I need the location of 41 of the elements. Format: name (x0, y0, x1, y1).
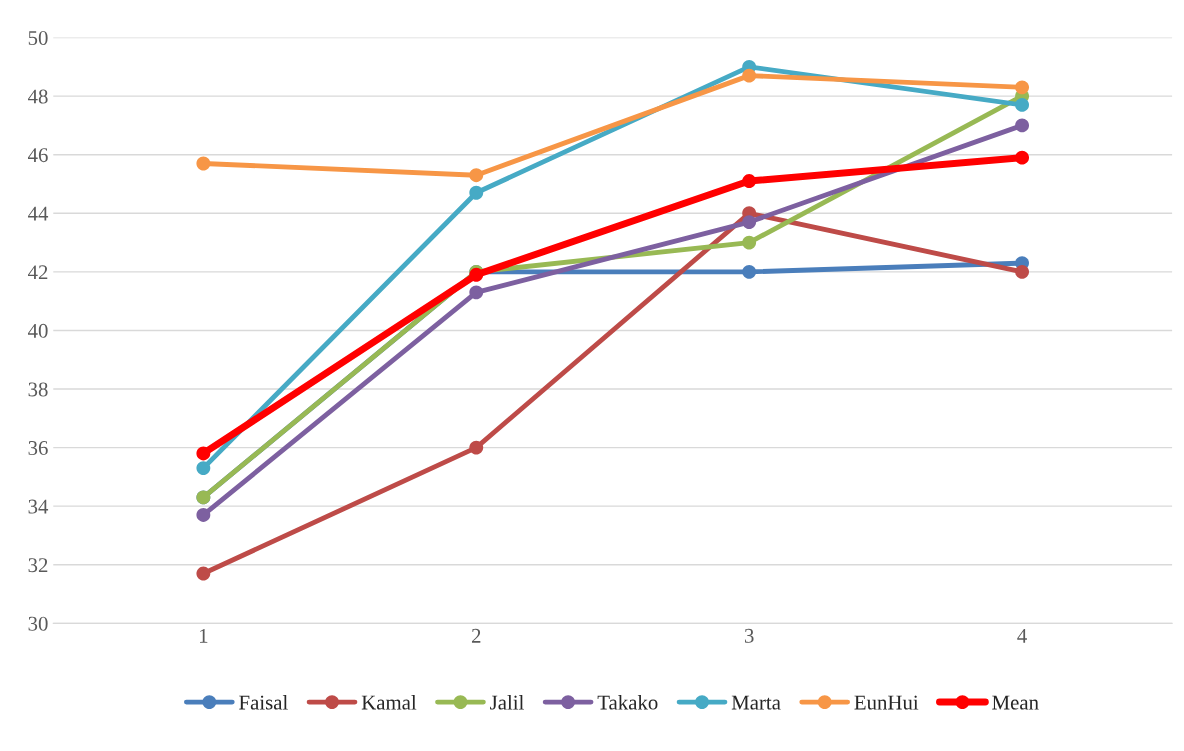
y-tick-label: 42 (27, 265, 48, 280)
y-tick-label: 44 (27, 206, 49, 221)
legend-label: Mean (992, 695, 1039, 710)
legend-label: Takako (597, 694, 658, 710)
point (742, 68, 757, 83)
y-tick-label: 40 (27, 323, 48, 338)
point (1015, 97, 1030, 112)
point (196, 446, 211, 461)
point (742, 235, 757, 250)
y-tick-label: 34 (28, 499, 49, 514)
point (1015, 150, 1030, 165)
point (196, 566, 211, 581)
point (196, 508, 211, 522)
x-tick-label: 1 (200, 628, 208, 643)
legend-label: Kamal (361, 694, 417, 710)
point (196, 156, 211, 171)
legend-label: EunHui (854, 695, 919, 710)
point (1015, 264, 1030, 279)
point (469, 285, 484, 300)
point (469, 168, 484, 183)
point (469, 440, 484, 455)
legend-label: Faisal (239, 694, 288, 710)
point (742, 264, 757, 279)
x-tick-label: 4 (1017, 628, 1027, 643)
y-tick-label: 46 (27, 148, 48, 163)
point (742, 174, 757, 189)
legend-label: Jalil (490, 694, 524, 710)
y-tick-label: 32 (28, 558, 48, 573)
point (196, 461, 211, 476)
point (469, 185, 484, 200)
x-tick-label: 3 (744, 628, 754, 643)
point (1015, 80, 1030, 95)
point (742, 215, 757, 230)
y-tick-label: 30 (28, 616, 48, 631)
x-tick-label: 2 (471, 628, 481, 643)
y-tick-label: 38 (28, 382, 48, 397)
y-tick-label: 36 (28, 441, 48, 456)
y-tick-label: 50 (28, 30, 48, 45)
point (1015, 118, 1030, 133)
legend-label: Marta (731, 695, 781, 710)
y-tick-label: 48 (27, 89, 48, 104)
